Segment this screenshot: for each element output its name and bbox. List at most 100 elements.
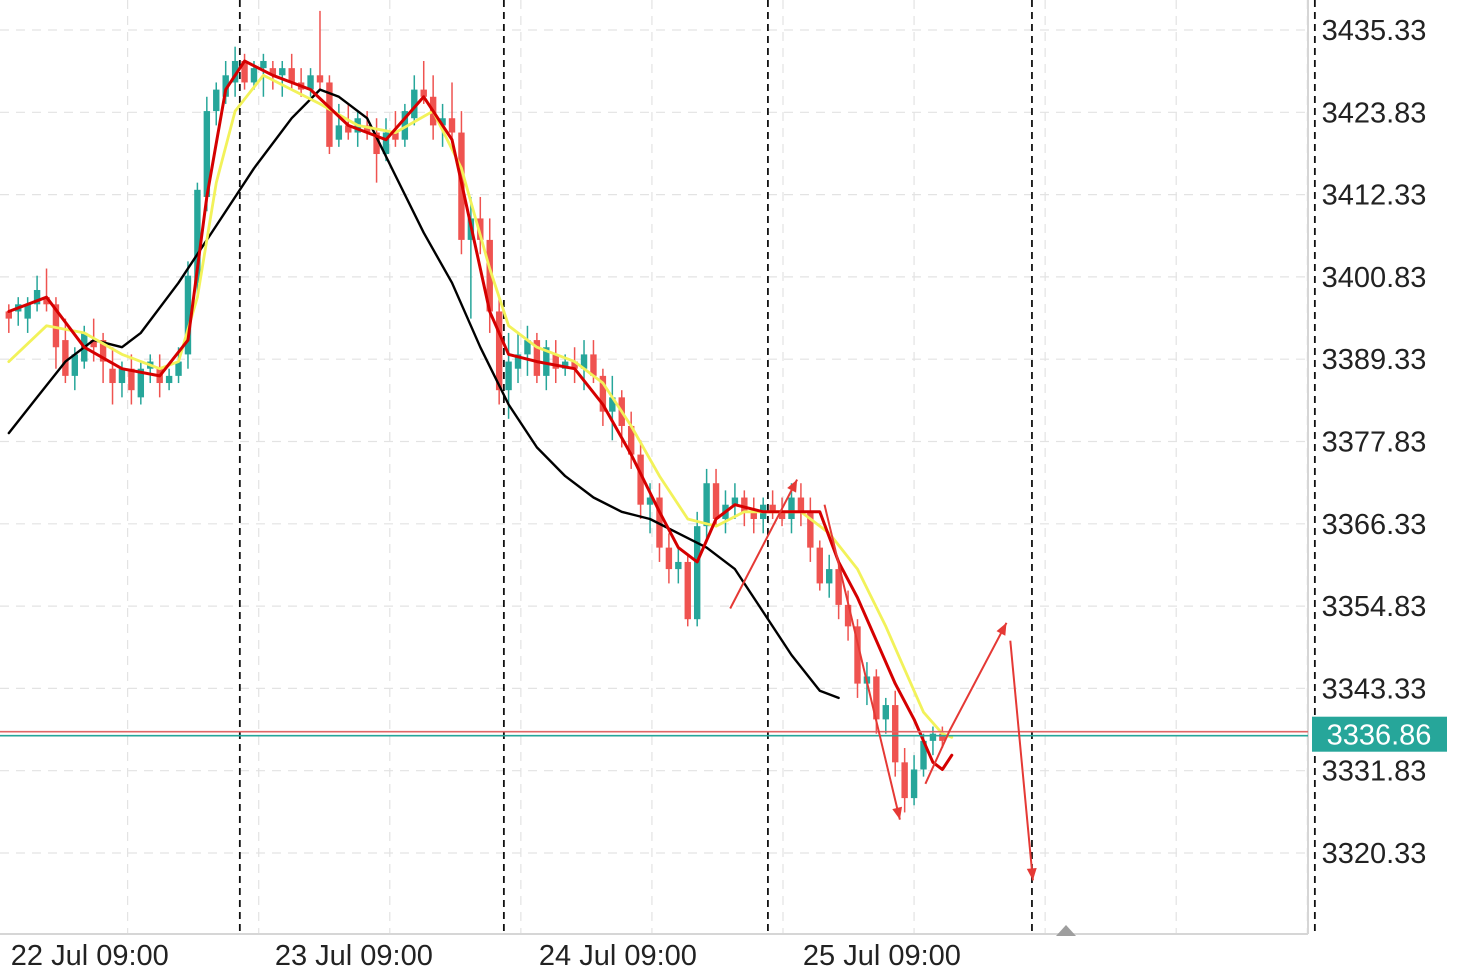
annotation-arrow bbox=[924, 622, 1008, 785]
price-tick-label: 3435.33 bbox=[1322, 15, 1427, 47]
candle-up bbox=[15, 297, 22, 326]
candle-body bbox=[807, 511, 814, 548]
ma-fast-line bbox=[7, 59, 954, 771]
candle-down bbox=[816, 540, 823, 591]
candle-body bbox=[420, 89, 427, 97]
candle-body bbox=[892, 705, 899, 763]
price-tick-label: 3320.33 bbox=[1322, 838, 1427, 870]
candle-down bbox=[363, 111, 371, 140]
arrow-head bbox=[996, 622, 1007, 636]
ma-mid-line bbox=[7, 73, 954, 739]
candle-body bbox=[109, 368, 116, 384]
price-tick-label: 3423.83 bbox=[1322, 97, 1427, 129]
candle-body bbox=[835, 569, 842, 605]
candle-body bbox=[184, 275, 192, 355]
candle-down bbox=[892, 690, 899, 777]
candle-up bbox=[335, 103, 343, 147]
candle-body bbox=[552, 354, 559, 369]
candle-body bbox=[533, 340, 541, 376]
arrow-head bbox=[787, 479, 798, 493]
candle-body bbox=[175, 361, 182, 376]
candle-body bbox=[901, 762, 908, 799]
candle-body bbox=[910, 769, 918, 799]
candle-down bbox=[316, 10, 324, 90]
candle-body bbox=[62, 340, 69, 376]
candle-up bbox=[213, 82, 220, 126]
price-tick-label: 3412.33 bbox=[1322, 180, 1427, 212]
chart-shift-marker-icon bbox=[1056, 925, 1076, 936]
candle-body bbox=[288, 68, 295, 83]
candle-up bbox=[760, 497, 767, 534]
candle-down bbox=[345, 103, 352, 140]
candle-body bbox=[392, 132, 399, 140]
candle-body bbox=[637, 454, 644, 505]
candle-down bbox=[477, 196, 484, 255]
candle-down bbox=[5, 304, 12, 333]
candle-body bbox=[627, 425, 635, 455]
candle-body bbox=[33, 289, 41, 305]
candle-down bbox=[552, 340, 559, 384]
candle-body bbox=[213, 89, 220, 112]
candle-body bbox=[854, 626, 861, 684]
candle-up bbox=[165, 368, 173, 391]
candle-body bbox=[165, 375, 173, 384]
candle-body bbox=[590, 354, 597, 376]
arrow-shaft bbox=[823, 504, 901, 820]
candle-body bbox=[580, 354, 588, 369]
candle-body bbox=[477, 218, 484, 240]
candle-body bbox=[71, 354, 79, 376]
candle-body bbox=[684, 561, 691, 620]
candle-down bbox=[599, 368, 607, 426]
candle-body bbox=[712, 483, 720, 520]
candle-body bbox=[326, 82, 333, 147]
candle-body bbox=[778, 511, 786, 520]
moving-averages bbox=[7, 59, 954, 771]
candle-body bbox=[43, 297, 50, 305]
candle-body bbox=[750, 511, 757, 520]
candle-body bbox=[939, 733, 946, 741]
candle-down bbox=[43, 268, 50, 312]
candle-body bbox=[363, 125, 371, 133]
candle-down bbox=[665, 533, 673, 584]
candle-body bbox=[448, 118, 456, 133]
candle-down bbox=[241, 53, 248, 90]
candle-body bbox=[505, 361, 512, 391]
candle-down bbox=[326, 75, 333, 155]
candle-body bbox=[137, 368, 145, 398]
candle-up bbox=[929, 726, 937, 756]
candle-body bbox=[316, 75, 324, 83]
candle-down bbox=[448, 82, 456, 140]
candle-body bbox=[307, 75, 314, 90]
candle-down bbox=[854, 619, 861, 698]
candle-body bbox=[514, 354, 522, 369]
time-tick-label: 25 Jul 09:00 bbox=[803, 940, 961, 972]
candle-up bbox=[33, 275, 41, 312]
price-tick-label: 3354.83 bbox=[1322, 591, 1427, 623]
arrow-shaft bbox=[729, 479, 798, 609]
price-lines bbox=[0, 730, 1308, 737]
candle-body bbox=[128, 368, 135, 391]
candle-body bbox=[769, 504, 776, 512]
candle-up bbox=[411, 75, 418, 126]
candle-body bbox=[693, 526, 701, 620]
annotation-arrow bbox=[729, 479, 798, 609]
arrow-shaft bbox=[1009, 640, 1034, 881]
candle-body bbox=[543, 347, 550, 376]
candle-body bbox=[439, 118, 446, 126]
time-axis[interactable]: 22 Jul 09:00 23 Jul 09:00 24 Jul 09:00 25 J… bbox=[11, 925, 1076, 972]
candle-down bbox=[571, 347, 578, 384]
candle-body bbox=[844, 604, 852, 627]
candle-body bbox=[279, 68, 286, 76]
price-axis[interactable]: 3435.33 3423.83 3412.33 3400.83 3389.33 3377.… bbox=[1312, 15, 1447, 870]
candle-body bbox=[797, 497, 805, 512]
candle-up bbox=[609, 375, 616, 441]
candle-up bbox=[231, 46, 239, 97]
candle-body bbox=[203, 111, 211, 197]
session-separators bbox=[238, 0, 1316, 934]
candle-down bbox=[750, 497, 757, 534]
candle-body bbox=[335, 125, 343, 140]
candle-body bbox=[816, 547, 823, 584]
candle-body bbox=[118, 368, 126, 384]
